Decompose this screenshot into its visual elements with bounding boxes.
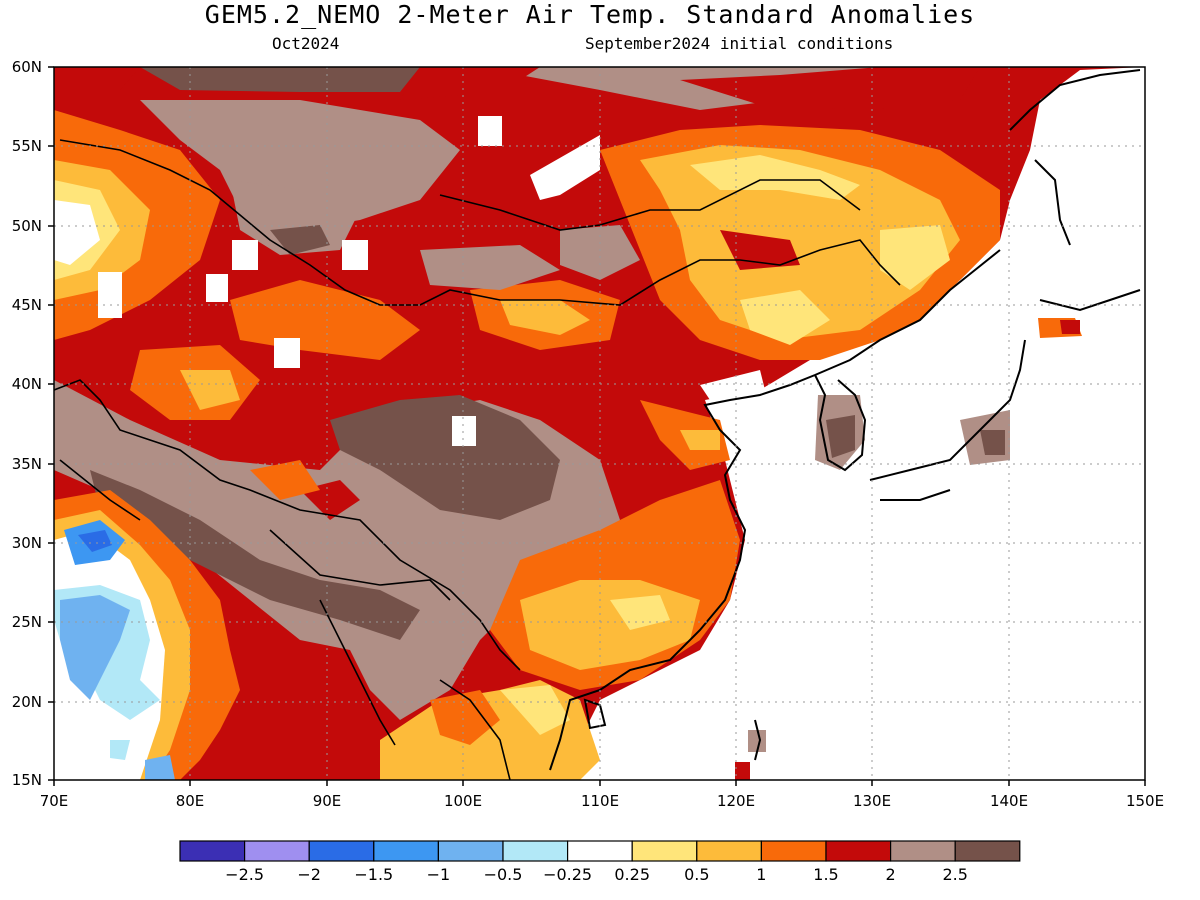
initial-conditions: September2024 initial conditions — [585, 34, 894, 53]
lon-label-80e: 80E — [175, 792, 205, 810]
colorbar-cell — [502, 840, 569, 862]
lon-label-90e: 90E — [312, 792, 342, 810]
mongolia-brown — [140, 100, 460, 230]
colorbar-tick-label: −0.25 — [543, 865, 593, 884]
map-title: GEM5.2_NEMO 2-Meter Air Temp. Standard A… — [204, 0, 976, 29]
lat-label-60n: 60N — [11, 58, 42, 76]
colorbar-tick-label: −1 — [426, 865, 451, 884]
lat-label-50n: 50N — [11, 217, 42, 235]
axis-ticks — [48, 66, 1146, 786]
country-borders — [54, 139, 901, 780]
lat-label-20n: 20N — [11, 693, 42, 711]
colorbar-tick-label: 1.5 — [813, 865, 839, 884]
colorbar-tick-label: −2.5 — [225, 865, 265, 884]
colorbar-cell — [566, 840, 633, 862]
colorbar-cell — [437, 840, 504, 862]
colorbar-cell — [179, 840, 246, 862]
lon-label-120e: 120E — [716, 792, 756, 810]
colorbar-cell — [244, 840, 310, 862]
lat-label-30n: 30N — [11, 534, 42, 552]
colorbar-tick-label: 0.25 — [614, 865, 650, 884]
lon-label-140e: 140E — [989, 792, 1029, 810]
lon-label-110e: 110E — [580, 792, 620, 810]
colorbar-cell — [308, 840, 375, 862]
colorbar-tick-label: −1.5 — [354, 865, 394, 884]
colorbar-tick-label: 2 — [885, 865, 896, 884]
lon-label-130e: 130E — [852, 792, 892, 810]
tibet-dark-brown — [330, 395, 560, 520]
lon-label-100e: 100E — [443, 792, 483, 810]
coastlines — [549, 69, 1141, 771]
colorbar-tick-label: −0.5 — [483, 865, 523, 884]
lon-label-70e: 70E — [39, 792, 69, 810]
colorbar-cell — [631, 840, 698, 862]
colorbar-tick-label: −2 — [297, 865, 321, 884]
colorbar-tick-label: 0.5 — [684, 865, 710, 884]
colorbar-cell — [760, 840, 827, 862]
colorbar-cell — [373, 840, 439, 862]
lat-label-35n: 35N — [11, 455, 42, 473]
colorbar-tick-label: 2.5 — [942, 865, 968, 884]
lat-label-55n: 55N — [11, 137, 42, 155]
anomaly-field — [54, 67, 1145, 780]
lat-label-45n: 45N — [11, 296, 42, 314]
lat-label-15n: 15N — [11, 771, 42, 789]
colorbar-cell — [954, 840, 1021, 862]
valid-month: Oct2024 — [272, 34, 340, 53]
lat-label-25n: 25N — [11, 613, 42, 631]
northeast-light-orange — [640, 145, 960, 340]
north-dark-brown — [140, 67, 420, 92]
lat-label-40n: 40N — [11, 375, 42, 393]
lon-label-150e: 150E — [1125, 792, 1165, 810]
colorbar-cell — [825, 840, 892, 862]
colorbar-cell — [889, 840, 956, 862]
colorbar-tick-label: 1 — [756, 865, 767, 884]
colorbar-cell — [696, 840, 762, 862]
